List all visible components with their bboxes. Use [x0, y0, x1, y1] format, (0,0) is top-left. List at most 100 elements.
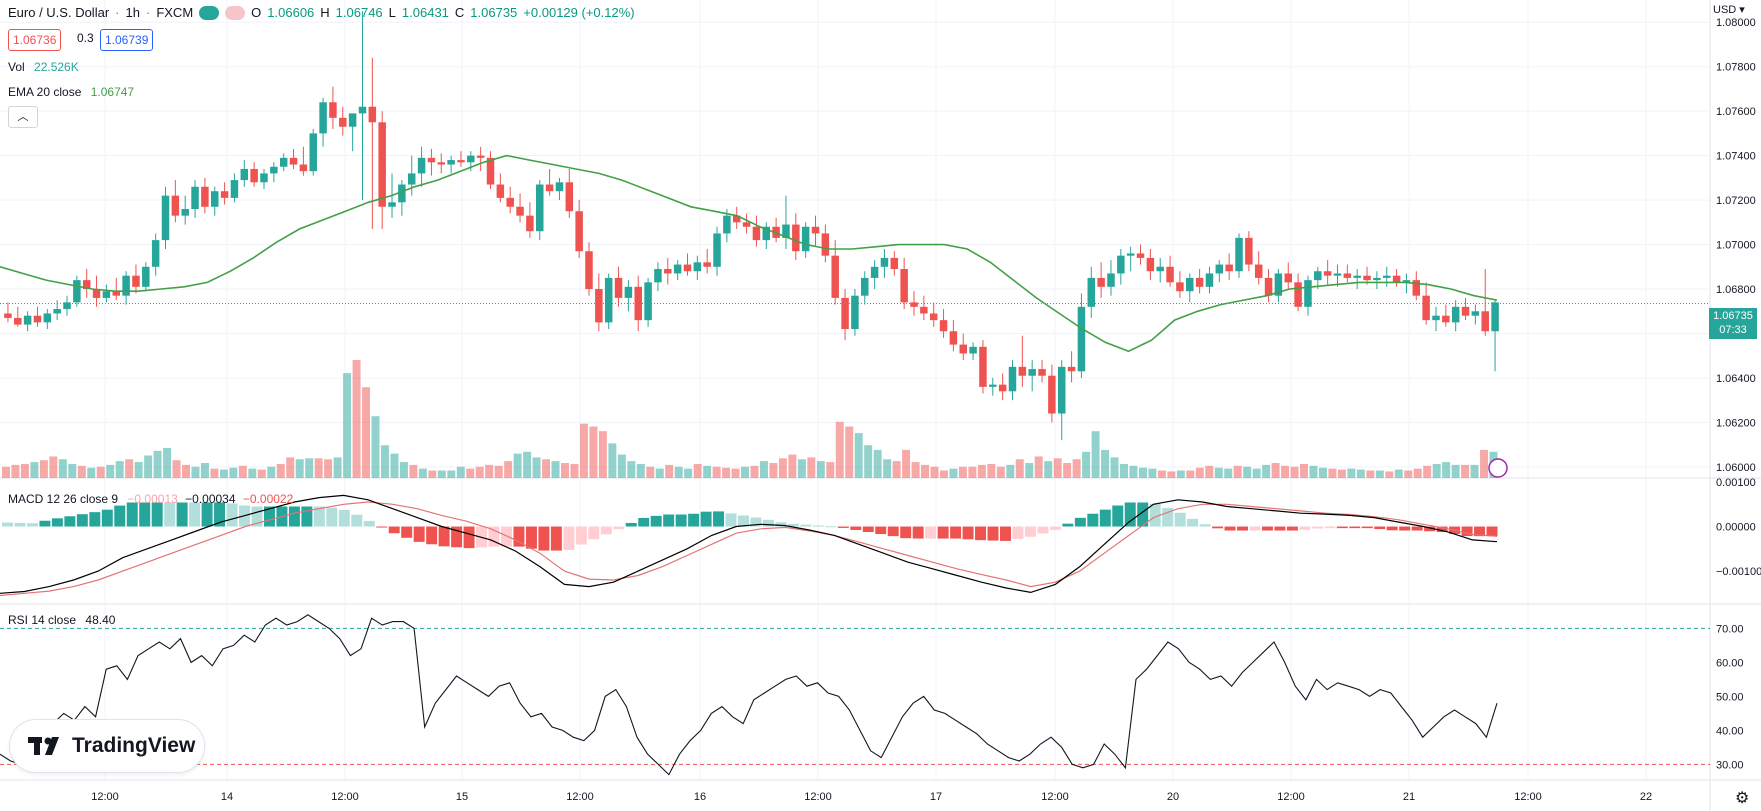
volume-bar	[807, 457, 816, 478]
candle-body	[555, 182, 564, 192]
volume-bar	[579, 423, 588, 478]
macd-signal-value: −0.00022	[242, 492, 294, 506]
macd-histogram-bar	[1349, 526, 1361, 529]
volume-bar	[494, 465, 503, 478]
rsi-legend[interactable]: RSI 14 close 48.40	[8, 613, 115, 627]
rsi-axis-tick: 40.00	[1716, 725, 1744, 737]
candle-body	[1471, 311, 1480, 316]
volume-bar	[1167, 471, 1176, 478]
macd-histogram-bar	[850, 526, 862, 530]
volume-bar	[958, 466, 967, 478]
macd-histogram-bar	[326, 507, 338, 527]
candle-body	[319, 102, 327, 134]
sell-price-button[interactable]: 1.06736	[8, 29, 62, 51]
candle-body	[1382, 275, 1391, 278]
volume-bar	[267, 466, 276, 478]
volume-bar	[883, 459, 892, 478]
volume-bar	[77, 465, 86, 478]
buy-price-button[interactable]: 1.06739	[100, 29, 154, 51]
volume-bar	[20, 463, 29, 478]
candle-body	[693, 262, 702, 272]
collapse-legend-button[interactable]: ︿	[8, 106, 38, 128]
candle-body	[1451, 306, 1460, 323]
volume-bar	[1015, 459, 1024, 478]
candle-body	[358, 106, 367, 114]
volume-bar	[1300, 463, 1309, 478]
macd-histogram-bar	[762, 519, 774, 527]
candle-body	[821, 233, 830, 256]
macd-histogram-bar	[426, 526, 438, 545]
macd-histogram-bar	[1149, 503, 1161, 527]
volume-bar	[1328, 468, 1337, 478]
candle-body	[604, 277, 613, 323]
candle-body	[270, 166, 278, 174]
volume-bar	[1413, 468, 1422, 478]
macd-histogram-bar	[39, 520, 51, 527]
macd-histogram-bar	[987, 526, 999, 541]
volume-bar	[1337, 469, 1346, 478]
candle-body	[880, 257, 889, 267]
candle-body	[664, 269, 672, 274]
volume-bar	[532, 457, 541, 478]
volume-bar	[1404, 470, 1413, 478]
volume-bar	[324, 459, 333, 478]
volume-bar	[68, 463, 77, 478]
tradingview-logo[interactable]: TradingView	[10, 720, 204, 772]
time-axis-tick: 12:00	[1277, 791, 1305, 803]
macd-histogram-bar	[1199, 524, 1211, 527]
volume-legend[interactable]: Vol 22.526K	[8, 60, 79, 74]
candle-body	[1254, 264, 1263, 278]
title-separator: ·	[145, 5, 151, 20]
time-axis-tick: 12:00	[566, 791, 594, 803]
interval-label[interactable]: 1h	[125, 5, 140, 20]
candle-body	[388, 202, 396, 207]
currency-selector[interactable]: USD ▾	[1713, 4, 1745, 16]
macd-legend[interactable]: MACD 12 26 close 9 −0.00013 −0.00034 −0.…	[8, 492, 293, 506]
volume-bar	[1271, 463, 1280, 478]
volume-bar	[437, 470, 446, 478]
symbol-title[interactable]: Euro / U.S. Dollar	[8, 5, 110, 20]
volume-bar	[655, 468, 664, 478]
candle-body	[1284, 273, 1292, 283]
candle-body	[614, 277, 623, 298]
volume-bar	[200, 463, 209, 478]
volume-bar	[921, 464, 930, 478]
volume-bar	[759, 461, 768, 478]
volume-bar	[1195, 467, 1204, 478]
macd-histogram-bar	[875, 526, 887, 535]
spread-value: 0.3	[77, 31, 94, 45]
volume-bar	[911, 462, 920, 478]
candle-body	[1481, 311, 1489, 332]
macd-histogram-bar	[263, 506, 275, 527]
ema-legend[interactable]: EMA 20 close 1.06747	[8, 85, 134, 99]
candle-body	[752, 226, 761, 241]
volume-bar	[371, 416, 380, 478]
candle-body	[1432, 315, 1440, 321]
candle-body	[683, 264, 692, 272]
settings-gear-icon[interactable]: ⚙	[1735, 790, 1750, 807]
alert-lightning-icon	[1488, 458, 1508, 478]
volume-bar	[39, 460, 48, 478]
macd-histogram-bar	[463, 526, 475, 549]
volume-bar	[892, 461, 901, 478]
macd-histogram-bar	[738, 515, 749, 527]
volume-bar	[428, 470, 437, 478]
candle-body	[1126, 253, 1135, 256]
volume-bar	[1290, 466, 1299, 478]
candle-body	[348, 113, 357, 127]
volume-bar	[1385, 471, 1394, 478]
candle-body	[1195, 277, 1204, 287]
ohlc-low-label: L	[388, 5, 396, 20]
macd-histogram-bar	[438, 526, 450, 547]
candle-body	[339, 117, 347, 127]
candle-body	[299, 164, 308, 172]
volume-bar	[1394, 469, 1403, 478]
volume-bar	[996, 466, 1005, 478]
candle-body	[1156, 266, 1164, 272]
volume-bar	[722, 467, 731, 478]
candle-body	[171, 195, 180, 216]
macd-histogram-bar	[1399, 526, 1411, 531]
volume-bar	[362, 387, 371, 478]
candle-body	[14, 317, 22, 325]
